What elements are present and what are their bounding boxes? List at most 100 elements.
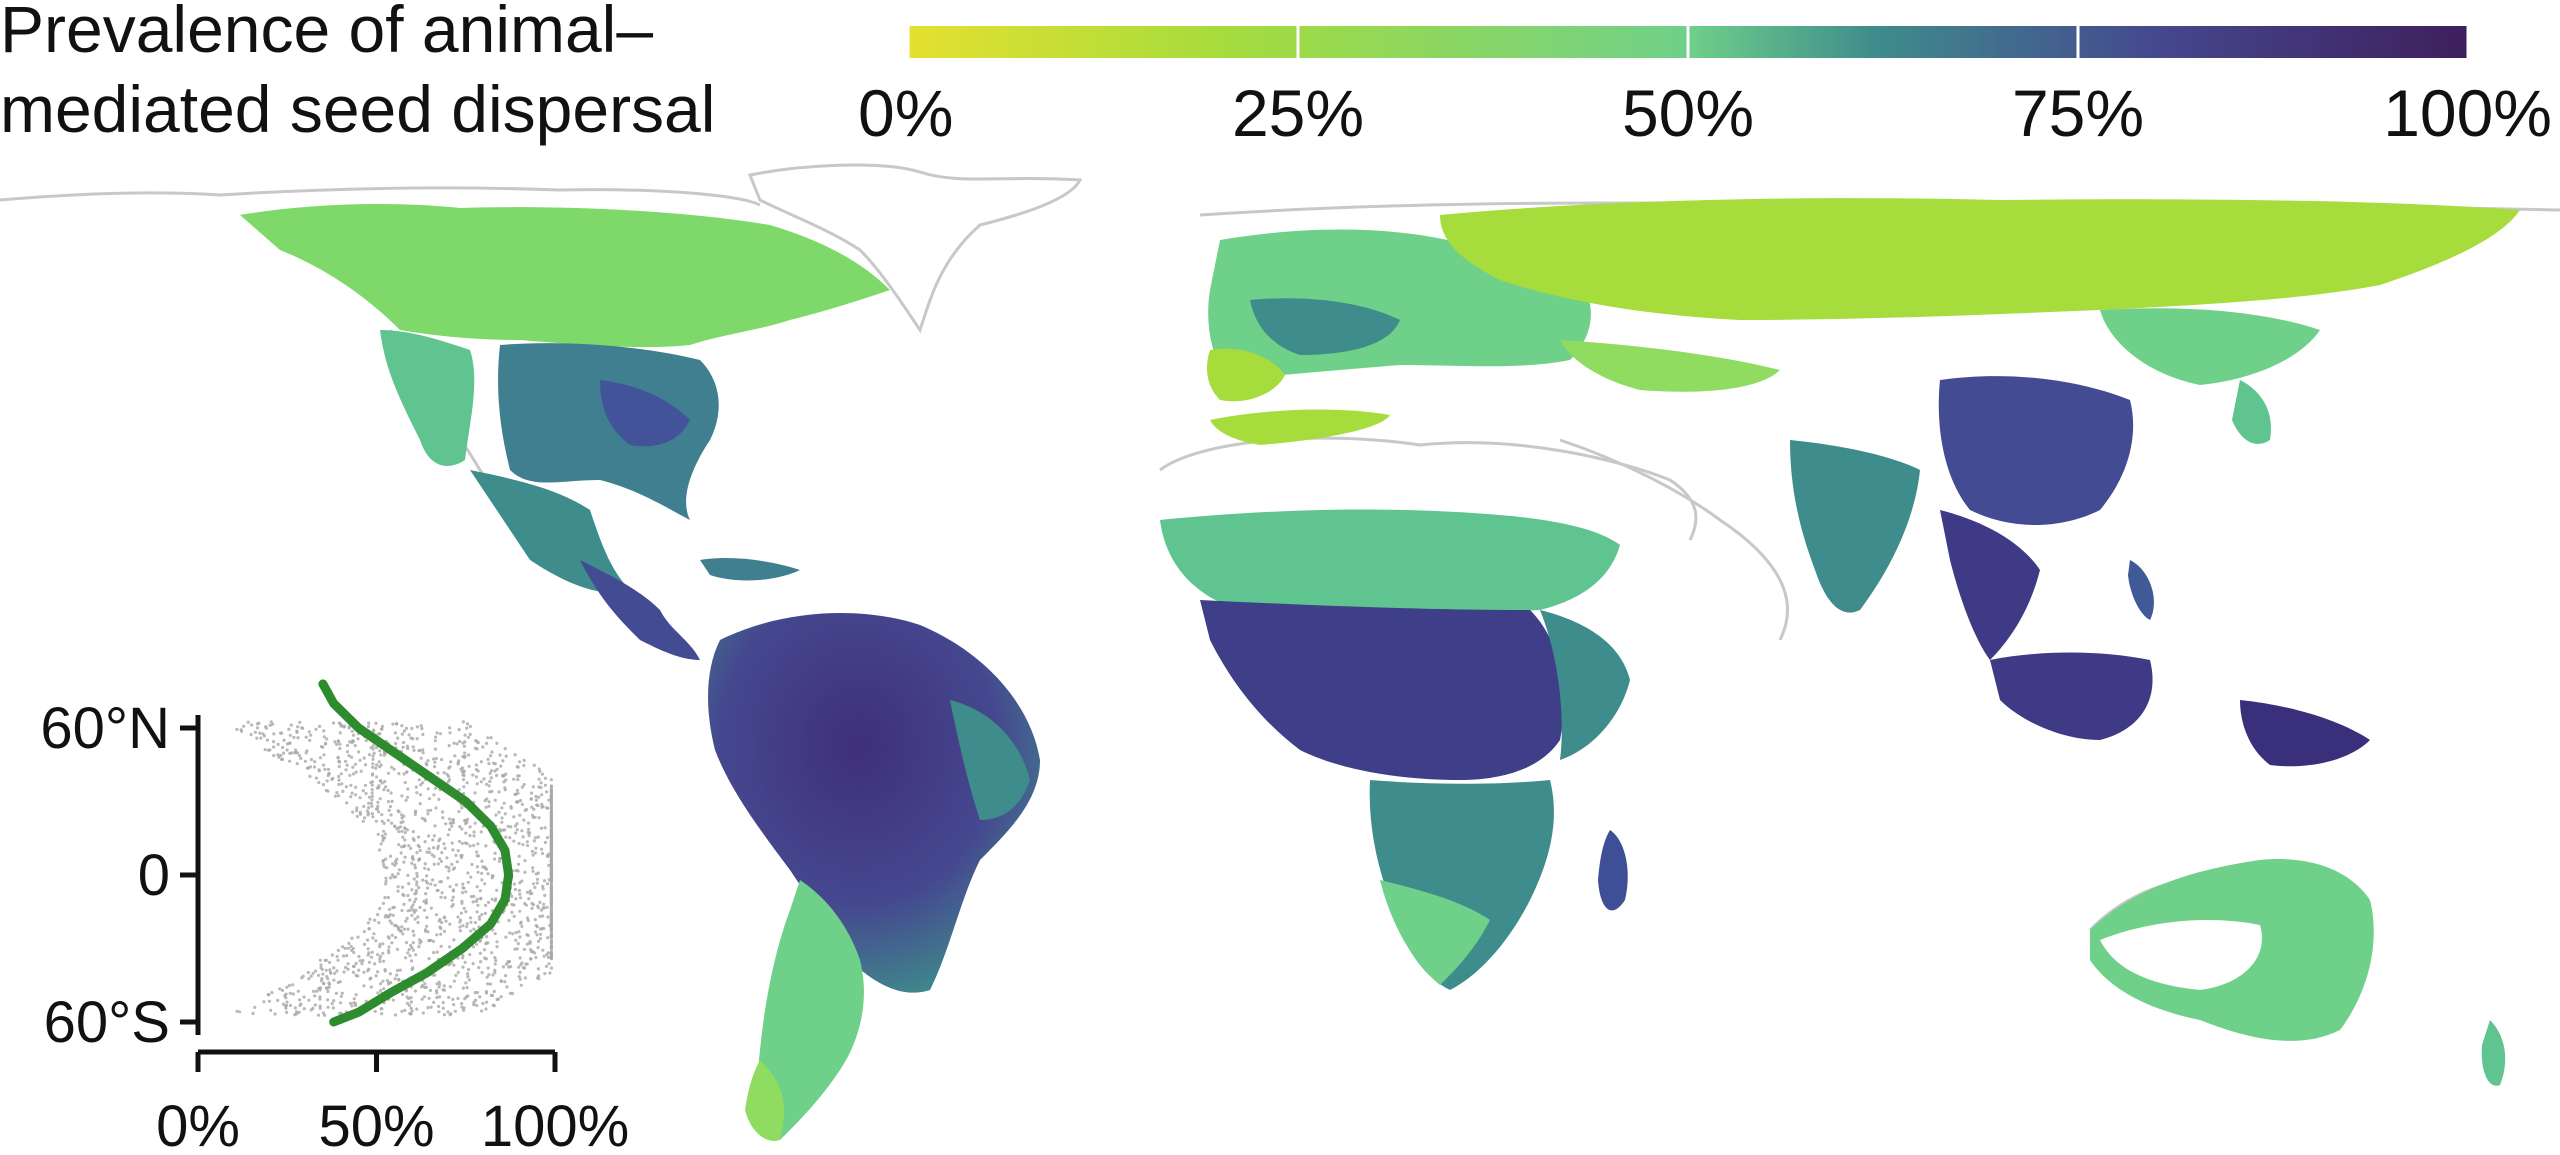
inset-point <box>412 877 416 881</box>
inset-point <box>283 994 287 998</box>
inset-point <box>371 754 375 758</box>
inset-point <box>508 931 512 935</box>
inset-point <box>322 981 326 986</box>
inset-point <box>493 857 497 861</box>
inset-point <box>476 903 480 907</box>
inset-point <box>406 746 410 751</box>
inset-point <box>466 994 470 998</box>
inset-point <box>408 954 412 958</box>
inset-point <box>363 816 367 820</box>
inset-point <box>505 985 509 989</box>
inset-point <box>527 827 531 831</box>
inset-point <box>452 1003 456 1007</box>
inset-point <box>518 956 522 960</box>
inset-point <box>448 765 452 769</box>
inset-point <box>387 945 391 949</box>
inset-point <box>337 774 341 779</box>
inset-point <box>462 770 466 774</box>
inset-point <box>427 834 431 838</box>
inset-point <box>349 795 353 799</box>
caribbean <box>700 558 800 581</box>
inset-point <box>322 763 326 767</box>
inset-point <box>383 915 387 919</box>
inset-point <box>279 757 284 762</box>
inset-point <box>409 1006 413 1010</box>
inset-point <box>439 932 443 936</box>
inset-point <box>516 777 520 782</box>
inset-point <box>525 962 529 966</box>
inset-point <box>465 722 470 726</box>
inset-point <box>549 894 554 898</box>
inset-point <box>400 732 404 736</box>
inset-point <box>423 929 427 933</box>
inset-point <box>454 973 458 978</box>
madagascar <box>1598 830 1628 911</box>
inset-point <box>415 725 419 729</box>
inset-point <box>540 927 544 931</box>
inset-point <box>381 839 385 843</box>
inset-point <box>343 946 347 951</box>
inset-point <box>358 758 362 762</box>
inset-point <box>345 954 349 958</box>
inset-point <box>297 754 302 758</box>
inset-point <box>404 941 409 945</box>
inset-point <box>534 794 538 799</box>
inset-point <box>361 789 365 793</box>
central-europe <box>1250 298 1400 355</box>
inset-point <box>411 929 415 933</box>
inset-point <box>547 962 551 966</box>
inset-point <box>484 903 488 908</box>
inset-point <box>465 842 469 846</box>
inset-point <box>436 846 440 851</box>
inset-point <box>421 878 425 882</box>
inset-point <box>453 1009 457 1013</box>
inset-point <box>533 836 538 840</box>
mexico <box>470 470 630 593</box>
inset-point <box>463 751 467 755</box>
inset-point <box>495 773 499 778</box>
inset-point <box>351 810 355 814</box>
inset-point <box>318 958 322 962</box>
inset-point <box>318 756 323 760</box>
inset-point <box>499 995 503 999</box>
inset-point <box>351 946 355 951</box>
inset-point <box>379 842 383 846</box>
inset-point <box>272 745 276 749</box>
inset-point <box>381 829 386 833</box>
inset-point <box>458 825 462 829</box>
inset-point <box>267 993 271 997</box>
inset-smooth-curve <box>318 679 514 1027</box>
inset-point <box>523 870 527 874</box>
inset-point <box>397 926 401 930</box>
inset-point <box>425 924 429 928</box>
inset-point <box>403 855 407 859</box>
inset-point <box>460 891 465 895</box>
inset-point <box>452 979 456 983</box>
inset-point <box>383 896 387 900</box>
inset-point <box>410 856 414 860</box>
inset-point <box>535 881 539 885</box>
inset-point <box>447 866 451 870</box>
inset-point <box>447 963 451 967</box>
inset-point <box>308 774 312 779</box>
inset-point <box>417 858 421 862</box>
inset-point <box>401 745 405 749</box>
inset-point <box>428 850 432 855</box>
inset-point <box>376 832 380 836</box>
inset-point <box>280 988 285 993</box>
inset-point <box>457 728 461 732</box>
inset-point <box>466 735 471 739</box>
inset-point <box>378 959 382 964</box>
inset-point <box>468 825 472 829</box>
inset-point <box>433 824 437 828</box>
inset-point <box>285 748 289 752</box>
inset-point <box>485 867 489 871</box>
inset-point <box>319 745 324 749</box>
inset-point <box>461 965 465 969</box>
inset-point <box>522 783 526 787</box>
inset-point <box>478 951 482 956</box>
inset-point <box>533 851 537 855</box>
inset-point <box>397 830 401 834</box>
inset-point <box>353 1003 358 1008</box>
inset-point <box>458 739 462 744</box>
